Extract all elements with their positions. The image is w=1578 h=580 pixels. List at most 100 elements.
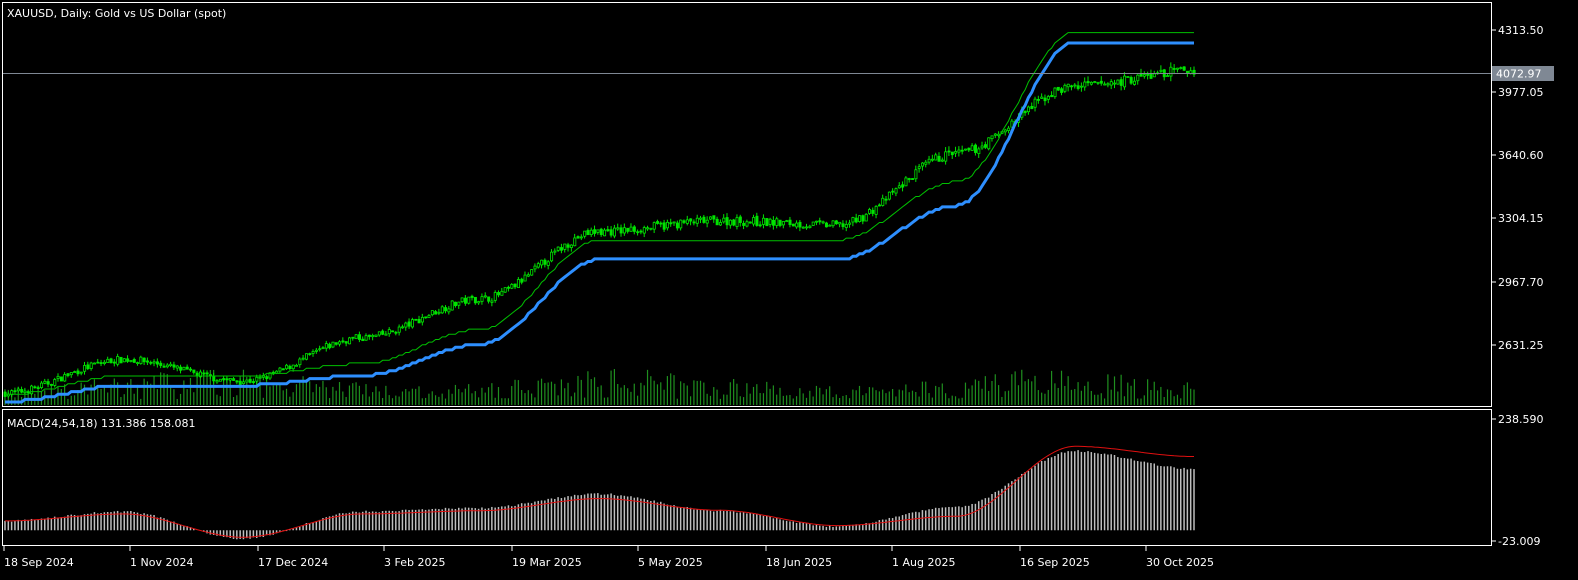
price-tick: 3640.60 — [1498, 149, 1544, 162]
candle-body — [298, 358, 302, 366]
candle-body — [1089, 81, 1093, 85]
time-label: 1 Nov 2024 — [130, 556, 193, 569]
candle-body — [967, 147, 971, 151]
candle-body — [980, 145, 984, 149]
candle-body — [242, 381, 246, 385]
candle-body — [907, 178, 911, 180]
time-label: 1 Aug 2025 — [892, 556, 955, 569]
candle-body — [887, 191, 891, 200]
candle-body — [950, 151, 954, 156]
candle-body — [974, 144, 978, 153]
candle-body — [354, 334, 358, 340]
candle-body — [245, 379, 249, 383]
candle-body — [63, 374, 67, 382]
candle-body — [709, 216, 713, 220]
candle-body — [195, 372, 199, 377]
candle-body — [596, 229, 600, 233]
candle-body — [427, 315, 431, 319]
candle-body — [146, 360, 150, 363]
candle-body — [189, 368, 193, 371]
candle-body — [1096, 81, 1100, 84]
candle-body — [917, 166, 921, 169]
candle-body — [901, 184, 905, 188]
candle-body — [533, 265, 537, 270]
candle-body — [112, 361, 116, 364]
candle-body — [1166, 75, 1170, 78]
candle-body — [384, 333, 388, 336]
candle-body — [748, 221, 752, 224]
candle-body — [66, 373, 70, 377]
candle-body — [192, 369, 196, 373]
candle-body — [463, 297, 467, 304]
candle-body — [613, 227, 617, 237]
candle-body — [222, 378, 226, 381]
candle-body — [268, 372, 272, 379]
time-axis: 18 Sep 2024 1 Nov 2024 17 Dec 2024 3 Feb… — [3, 546, 1214, 569]
candle-body — [341, 340, 345, 343]
candle-body — [854, 217, 858, 223]
candle-body — [669, 222, 673, 225]
candle-body — [725, 217, 729, 226]
candle-body — [838, 221, 842, 225]
macd-tick: -23.009 — [1498, 535, 1540, 548]
candle-body — [622, 227, 626, 234]
candle-body — [59, 376, 63, 382]
candle-body — [722, 217, 726, 223]
candle-body — [374, 334, 378, 337]
candle-body — [56, 375, 60, 379]
candle-body — [232, 378, 236, 381]
candle-body — [321, 347, 325, 350]
candle-body — [894, 188, 898, 194]
candle-body — [626, 227, 630, 232]
candle-body — [99, 362, 103, 364]
candle-body — [1113, 82, 1117, 85]
candle-body — [616, 227, 620, 230]
candle-body — [1099, 80, 1103, 84]
candle-body — [930, 158, 934, 161]
price-tick: 3977.05 — [1498, 86, 1544, 99]
macd-panel-title: MACD(24,54,18) 131.386 158.081 — [7, 417, 196, 430]
candle-body — [619, 227, 623, 234]
candle-body — [811, 221, 815, 226]
candle-body — [473, 296, 477, 304]
candle-body — [844, 224, 848, 228]
candle-body — [579, 236, 583, 239]
candle-body — [1063, 84, 1067, 92]
candle-body — [1010, 120, 1014, 128]
candle-body — [977, 148, 981, 154]
candle-body — [573, 237, 577, 247]
candle-body — [791, 223, 795, 227]
candle-body — [659, 222, 663, 225]
candle-body — [460, 297, 464, 303]
candle-body — [159, 362, 163, 366]
candle-body — [142, 357, 146, 363]
candle-body — [89, 362, 93, 369]
candle-body — [477, 301, 481, 304]
candle-body — [765, 218, 769, 227]
candle-body — [801, 226, 805, 229]
candle-body — [404, 322, 408, 328]
candle-body — [1036, 98, 1040, 101]
candle-body — [851, 217, 855, 223]
candle-body — [513, 283, 517, 288]
candle-body — [69, 372, 73, 376]
candle-body — [1056, 86, 1060, 91]
candle-body — [285, 364, 289, 370]
candle-body — [139, 356, 143, 365]
candle-body — [758, 224, 762, 227]
candle-body — [490, 300, 494, 303]
candle-body — [1003, 129, 1007, 133]
candle-body — [556, 246, 560, 251]
candle-body — [1152, 73, 1156, 78]
candle-body — [185, 366, 189, 370]
candle-body — [93, 362, 97, 365]
candle-body — [116, 356, 120, 365]
candle-body — [238, 380, 242, 385]
candle-body — [629, 226, 633, 232]
candle-body — [911, 178, 915, 180]
candle-body — [1066, 83, 1070, 88]
candle-body — [493, 292, 497, 301]
candle-body — [251, 381, 255, 383]
candle-body — [338, 341, 342, 345]
